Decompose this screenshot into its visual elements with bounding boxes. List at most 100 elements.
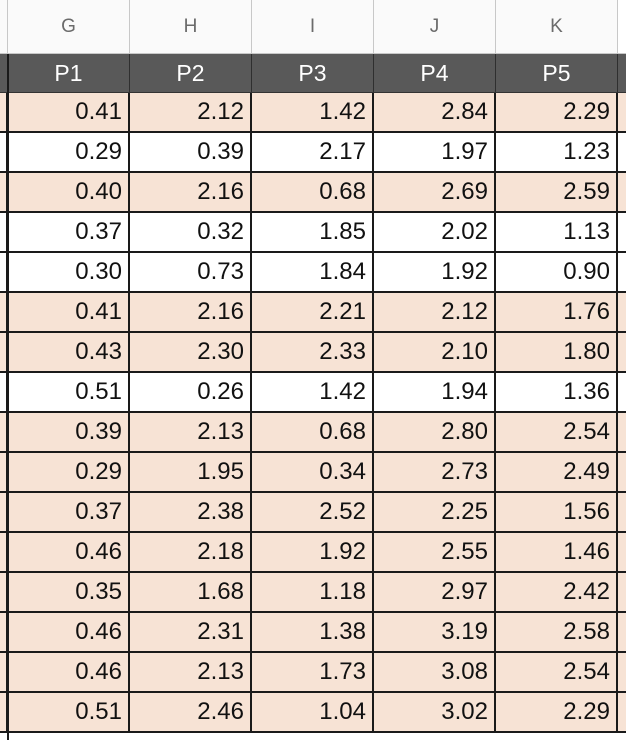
table-cell[interactable]: 2.10: [374, 333, 496, 371]
table-cell[interactable]: 0.51: [8, 373, 130, 411]
table-cell[interactable]: 2.31: [130, 613, 252, 651]
table-cell[interactable]: 3.02: [374, 693, 496, 731]
table-cell[interactable]: 2.16: [130, 173, 252, 211]
table-cell[interactable]: 0.37: [8, 213, 130, 251]
table-cell[interactable]: 1.68: [130, 573, 252, 611]
table-cell[interactable]: 1.92: [252, 533, 374, 571]
table-cell[interactable]: 1.46: [496, 533, 618, 571]
table-cell[interactable]: 0.46: [8, 613, 130, 651]
column-header-k[interactable]: K: [496, 0, 618, 53]
table-header-row: P1 P2 P3 P4 P5: [0, 54, 626, 93]
table-cell[interactable]: 2.54: [496, 413, 618, 451]
table-cell[interactable]: 2.54: [496, 653, 618, 691]
table-cell[interactable]: 2.33: [252, 333, 374, 371]
table-header-cell[interactable]: P2: [130, 54, 252, 92]
table-cell[interactable]: 0.41: [8, 293, 130, 331]
column-divider: [7, 54, 9, 740]
table-cell[interactable]: 2.73: [374, 453, 496, 491]
table-cell[interactable]: 0.43: [8, 333, 130, 371]
table-cell[interactable]: 3.08: [374, 653, 496, 691]
table-row: 0.41 2.12 1.42 2.84 2.29: [0, 93, 626, 133]
table-cell[interactable]: 2.59: [496, 173, 618, 211]
table-cell[interactable]: 2.25: [374, 493, 496, 531]
table-cell[interactable]: 0.37: [8, 493, 130, 531]
table-header-cell[interactable]: P5: [496, 54, 618, 92]
table-row: 0.46 2.13 1.73 3.08 2.54: [0, 653, 626, 693]
table-cell[interactable]: 2.80: [374, 413, 496, 451]
table-cell[interactable]: 1.56: [496, 493, 618, 531]
table-cell[interactable]: 1.97: [374, 133, 496, 171]
table-cell[interactable]: 3.19: [374, 613, 496, 651]
table-cell[interactable]: 0.46: [8, 533, 130, 571]
table-row: 0.37 0.32 1.85 2.02 1.13: [0, 213, 626, 253]
table-cell[interactable]: 1.13: [496, 213, 618, 251]
table-cell[interactable]: 1.23: [496, 133, 618, 171]
table-cell[interactable]: 0.68: [252, 173, 374, 211]
table-cell[interactable]: 0.68: [252, 413, 374, 451]
table-cell[interactable]: 0.34: [252, 453, 374, 491]
table-cell[interactable]: 2.21: [252, 293, 374, 331]
table-row: 0.30 0.73 1.84 1.92 0.90: [0, 253, 626, 293]
table-row: 0.40 2.16 0.68 2.69 2.59: [0, 173, 626, 213]
table-cell[interactable]: 0.46: [8, 653, 130, 691]
table-cell[interactable]: 0.40: [8, 173, 130, 211]
table-cell[interactable]: 0.26: [130, 373, 252, 411]
table-cell[interactable]: 2.30: [130, 333, 252, 371]
column-header-h[interactable]: H: [130, 0, 252, 53]
table-cell[interactable]: 2.49: [496, 453, 618, 491]
table-cell[interactable]: 1.80: [496, 333, 618, 371]
column-header-g[interactable]: G: [8, 0, 130, 53]
table-cell[interactable]: 2.29: [496, 93, 618, 131]
table-cell[interactable]: 2.29: [496, 693, 618, 731]
table-cell[interactable]: 2.46: [130, 693, 252, 731]
table-header-cell[interactable]: P1: [8, 54, 130, 92]
table-cell[interactable]: 2.12: [374, 293, 496, 331]
table-cell[interactable]: 1.95: [130, 453, 252, 491]
table-cell[interactable]: 1.42: [252, 93, 374, 131]
table-cell[interactable]: 0.29: [8, 133, 130, 171]
table-cell[interactable]: 0.30: [8, 253, 130, 291]
table-cell[interactable]: 2.97: [374, 573, 496, 611]
column-header-j[interactable]: J: [374, 0, 496, 53]
table-cell[interactable]: 0.73: [130, 253, 252, 291]
table-cell[interactable]: 0.51: [8, 693, 130, 731]
table-cell[interactable]: 2.17: [252, 133, 374, 171]
table-cell[interactable]: 1.18: [252, 573, 374, 611]
table-cell[interactable]: 0.39: [8, 413, 130, 451]
table-cell[interactable]: 0.39: [130, 133, 252, 171]
table-header-cell[interactable]: P3: [252, 54, 374, 92]
table-cell[interactable]: 1.94: [374, 373, 496, 411]
table-cell[interactable]: 2.84: [374, 93, 496, 131]
table-cell[interactable]: 2.52: [252, 493, 374, 531]
table-cell[interactable]: 0.41: [8, 93, 130, 131]
table-header-cell[interactable]: P4: [374, 54, 496, 92]
table-cell[interactable]: 2.42: [496, 573, 618, 611]
table-cell[interactable]: 1.38: [252, 613, 374, 651]
table-cell[interactable]: 2.02: [374, 213, 496, 251]
table-cell[interactable]: 2.16: [130, 293, 252, 331]
table-cell[interactable]: 1.36: [496, 373, 618, 411]
table-cell[interactable]: 1.84: [252, 253, 374, 291]
column-header-i[interactable]: I: [252, 0, 374, 53]
table-cell[interactable]: 2.13: [130, 413, 252, 451]
table-cell[interactable]: 0.90: [496, 253, 618, 291]
table-cell[interactable]: 2.13: [130, 653, 252, 691]
table-cell[interactable]: 0.35: [8, 573, 130, 611]
table-cell[interactable]: 2.18: [130, 533, 252, 571]
table-cell[interactable]: 2.69: [374, 173, 496, 211]
table-cell[interactable]: 1.04: [252, 693, 374, 731]
table-row: 0.37 2.38 2.52 2.25 1.56: [0, 493, 626, 533]
table-cell[interactable]: 0.29: [8, 453, 130, 491]
table-cell[interactable]: 2.12: [130, 93, 252, 131]
table-row: 0.51 2.46 1.04 3.02 2.29: [0, 693, 626, 733]
table-cell[interactable]: 1.76: [496, 293, 618, 331]
table-cell[interactable]: 2.58: [496, 613, 618, 651]
table-cell[interactable]: 2.55: [374, 533, 496, 571]
table-cell[interactable]: 2.38: [130, 493, 252, 531]
table-cell[interactable]: 1.42: [252, 373, 374, 411]
column-header-partial[interactable]: [0, 0, 8, 53]
table-cell[interactable]: 0.32: [130, 213, 252, 251]
table-cell[interactable]: 1.85: [252, 213, 374, 251]
table-cell[interactable]: 1.73: [252, 653, 374, 691]
table-cell[interactable]: 1.92: [374, 253, 496, 291]
